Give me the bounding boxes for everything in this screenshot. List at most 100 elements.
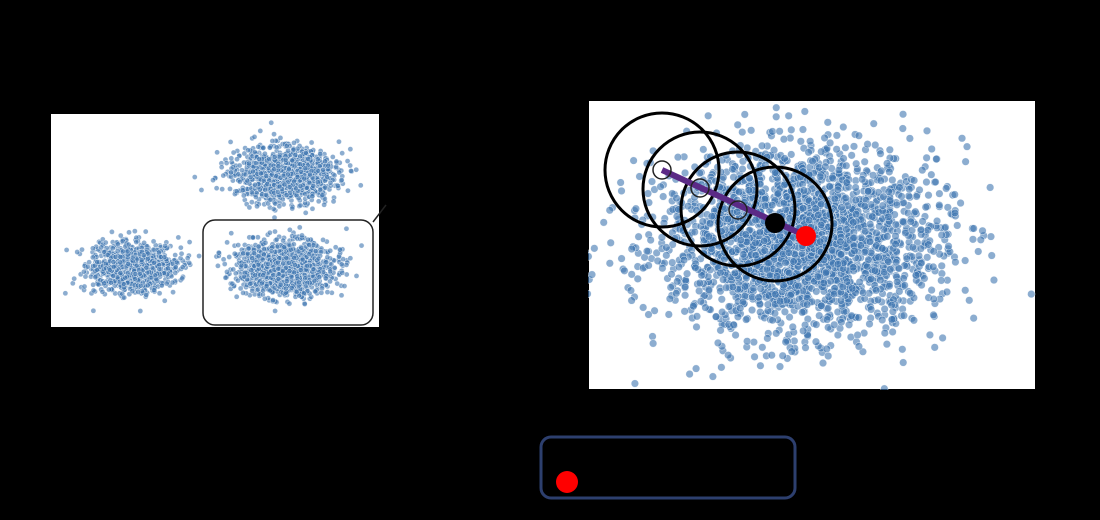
scatter-point xyxy=(302,283,309,290)
scatter-point xyxy=(285,147,291,154)
scatter-point xyxy=(99,288,106,295)
scatter-point xyxy=(120,281,127,287)
scatter-point xyxy=(336,253,342,260)
scatter-point xyxy=(124,248,131,255)
scatter-point xyxy=(238,262,245,269)
scatter-point xyxy=(627,270,636,279)
scatter-point xyxy=(315,179,321,185)
scatter-point xyxy=(186,239,193,245)
scatter-point xyxy=(986,232,995,241)
scatter-point xyxy=(142,228,149,235)
scatter-point xyxy=(150,238,157,245)
scatter-point xyxy=(320,166,326,173)
scatter-point xyxy=(266,144,273,151)
scatter-point xyxy=(244,177,251,184)
scatter-point xyxy=(823,118,832,127)
scatter-point xyxy=(255,143,262,150)
scatter-point xyxy=(335,183,341,189)
scatter-point xyxy=(336,138,342,145)
scatter-point xyxy=(184,255,191,261)
scatter-point xyxy=(234,156,240,162)
scatter-point xyxy=(247,174,254,180)
scatter-point xyxy=(230,266,237,273)
scatter-point xyxy=(927,144,936,153)
scatter-point xyxy=(315,198,322,205)
scatter-point xyxy=(681,168,690,177)
scatter-point xyxy=(172,270,179,276)
scatter-point xyxy=(347,146,354,152)
scatter-point xyxy=(110,273,117,279)
scatter-point xyxy=(327,179,334,186)
scatter-point xyxy=(692,364,701,373)
scatter-point xyxy=(252,272,259,279)
scatter-point xyxy=(159,282,165,289)
scatter-point xyxy=(321,202,327,208)
scatter-point xyxy=(262,150,268,157)
scatter-point xyxy=(297,267,304,273)
scatter-point xyxy=(260,145,267,151)
scatter-point xyxy=(287,246,294,253)
scatter-point xyxy=(90,307,97,314)
scatter-point xyxy=(119,248,126,255)
scatter-point xyxy=(251,134,258,140)
scatter-point xyxy=(81,268,87,275)
scatter-point xyxy=(240,290,246,296)
scatter-point xyxy=(104,251,111,258)
scatter-point xyxy=(249,189,255,196)
scatter-point xyxy=(322,184,329,191)
scatter-point xyxy=(237,178,243,185)
scatter-point xyxy=(312,288,319,295)
scatter-point xyxy=(82,273,89,280)
scatter-point xyxy=(312,248,319,254)
scatter-point xyxy=(276,183,283,190)
scatter-point xyxy=(255,253,262,260)
scatter-point xyxy=(138,257,145,264)
scatter-point xyxy=(963,142,972,151)
scatter-point xyxy=(90,254,96,261)
zoom-line xyxy=(372,204,387,223)
scatter-point xyxy=(330,154,336,160)
scatter-point xyxy=(339,150,345,156)
scatter-point xyxy=(254,203,260,210)
scatter-point xyxy=(129,288,136,294)
scatter-point xyxy=(90,281,96,288)
scatter-point xyxy=(606,238,615,247)
scatter-point xyxy=(286,166,292,173)
scatter-point xyxy=(717,363,726,372)
scatter-point xyxy=(325,162,332,169)
scatter-point xyxy=(740,110,749,119)
scatter-point xyxy=(662,251,671,260)
scatter-point xyxy=(304,263,310,269)
scatter-point xyxy=(302,150,309,156)
scatter-point xyxy=(271,166,277,173)
scatter-point xyxy=(133,262,140,269)
scatter-point xyxy=(340,256,346,262)
scatter-point xyxy=(923,126,932,135)
scatter-point xyxy=(270,206,277,212)
scatter-point xyxy=(62,290,69,297)
scatter-point xyxy=(262,295,268,302)
scatter-point xyxy=(925,330,934,339)
scatter-point xyxy=(277,281,284,288)
scatter-point xyxy=(228,169,234,176)
scatter-point xyxy=(175,234,182,241)
scatter-point xyxy=(644,310,653,319)
scatter-point xyxy=(267,196,274,203)
scatter-point xyxy=(161,254,168,261)
scatter-point xyxy=(301,175,308,182)
scatter-point xyxy=(240,187,246,193)
scatter-point xyxy=(112,254,119,260)
scatter-point xyxy=(172,264,179,270)
scatter-point xyxy=(298,169,304,175)
scatter-point xyxy=(196,253,202,259)
scatter-point xyxy=(305,236,311,243)
scatter-point xyxy=(756,361,765,370)
scatter-point xyxy=(79,246,85,253)
scatter-point xyxy=(588,270,596,279)
scatter-point xyxy=(333,158,340,165)
scatter-point xyxy=(165,265,171,272)
scatter-point xyxy=(233,188,240,195)
scatter-point xyxy=(347,255,354,262)
scatter-point xyxy=(114,248,121,254)
scatter-point xyxy=(880,305,889,314)
